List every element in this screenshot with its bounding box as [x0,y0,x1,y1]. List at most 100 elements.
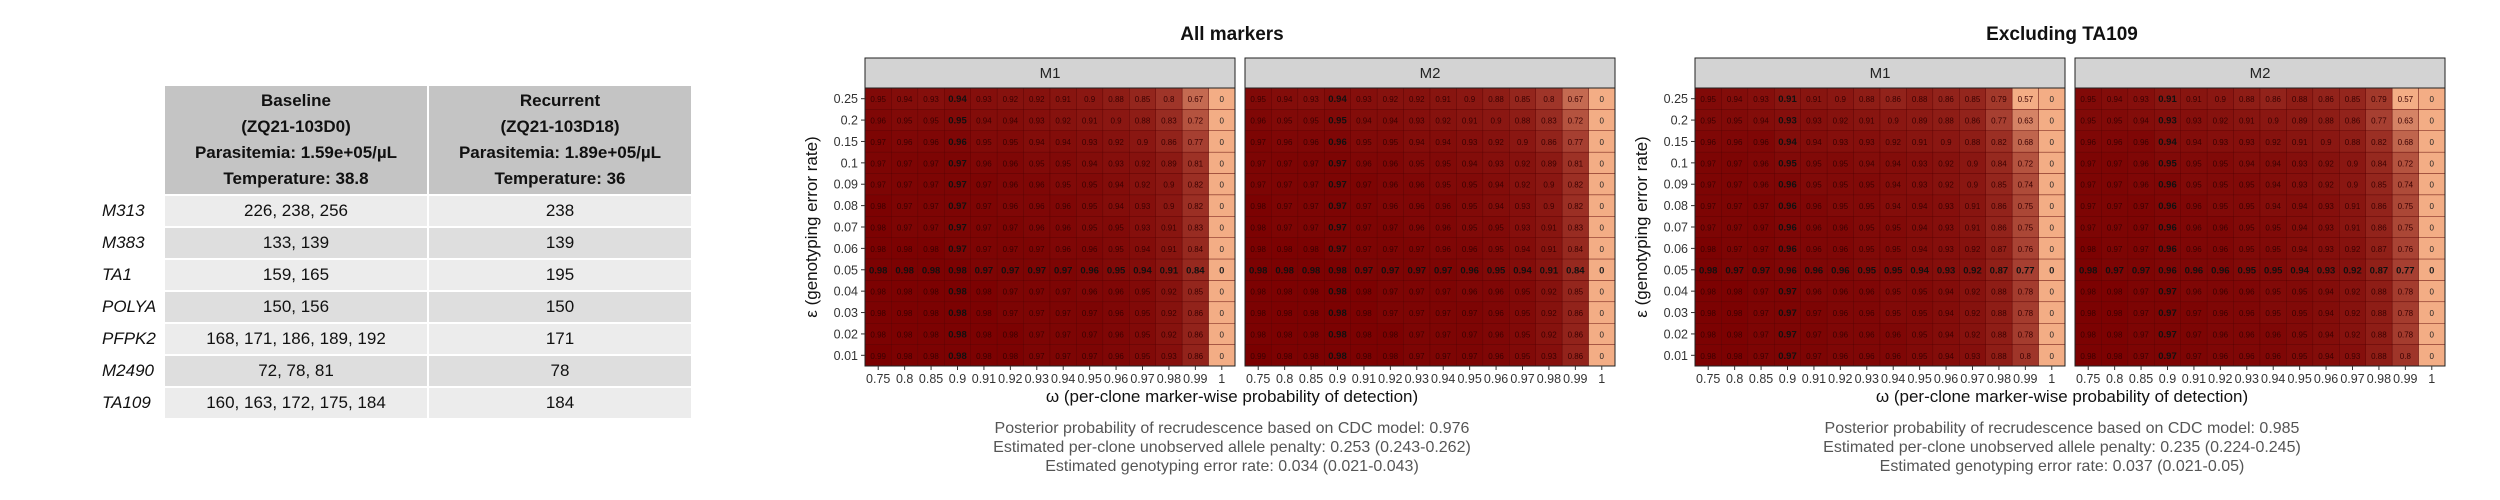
heatmap-cell [2154,151,2181,174]
heatmap-cell [1129,194,1156,217]
cell-value-label: 0.96 [1303,138,1319,147]
heatmap-cell [2011,87,2039,110]
cell-value-label: 0.97 [2080,159,2096,168]
cell-value-label: 0.99 [1250,352,1266,361]
heatmap-cell [1049,258,1077,281]
heatmap-cell [1694,87,1722,110]
baseline-alleles: 226, 238, 256 [165,196,427,226]
cell-value-label: 0 [2050,309,2055,318]
cell-value-label: 0.98 [2080,352,2096,361]
heatmap-cell [1853,87,1881,110]
heatmap-cell [1482,87,1510,110]
cell-value-label: 0.96 [1250,117,1266,126]
cell-value-label: 0.9 [1163,181,1175,190]
cell-value-label: 0.96 [1778,201,1797,212]
cell-value-label: 0.95 [1833,159,1849,168]
heatmap-cell [1456,87,1484,110]
heatmap-cell [2233,301,2261,324]
heatmap-cell [1076,194,1104,217]
heatmap-cell [1376,344,1404,367]
heatmap-cell [1747,301,1775,324]
cell-value-label: 0.95 [2292,309,2308,318]
y-tick-label: 0.08 [834,199,858,213]
cell-value-label: 0.96 [1082,245,1098,254]
cell-value-label: 0.88 [2371,309,2387,318]
cell-value-label: 0.95 [976,138,992,147]
cell-value-label: 0.97 [1355,265,1374,276]
cell-value-label: 0.85 [2345,95,2361,104]
y-tick-label: 0.01 [834,349,858,363]
heatmap-cell [1297,173,1325,196]
cell-value-label: 0.95 [1912,288,1928,297]
cell-value-label: 0.88 [1938,117,1954,126]
heatmap-cell [1181,130,1209,153]
cell-value-label: 0.96 [1833,330,1849,339]
heatmap-cell [1376,301,1404,324]
cell-value-label: 0.92 [1135,181,1151,190]
cell-value-label: 0.96 [2265,352,2281,361]
cell-value-label: 0.9 [2268,117,2280,126]
cell-value-label: 0.98 [923,245,939,254]
cell-value-label: 0.86 [2345,117,2361,126]
cell-value-label: 0.98 [976,352,992,361]
heatmap-cell [1102,344,1130,367]
cell-value-label: 0.98 [1303,330,1319,339]
cell-value-label: 0.95 [2213,181,2229,190]
cell-value-label: 0.93 [1488,159,1504,168]
cell-value-label: 0.67 [1568,95,1584,104]
cell-value-label: 0.97 [897,202,913,211]
cell-value-label: 0.97 [1727,159,1743,168]
x-tick-label: 0.75 [1246,372,1270,386]
heatmap-cell [1482,258,1510,281]
cell-value-label: 0.97 [976,224,992,233]
cell-value-label: 0.72 [1568,117,1584,126]
cell-value-label: 0.94 [1029,138,1045,147]
heatmap-cell [1208,173,1236,196]
heatmap-cell [1588,130,1616,153]
y-tick-label: 0.09 [834,178,858,192]
chart-caption: Estimated per-clone unobserved allele pe… [993,439,1471,456]
heatmap-cell [2365,130,2393,153]
cell-value-label: 0.78 [2398,309,2414,318]
heatmap-cell [1102,87,1130,110]
heatmap-cell [1129,237,1156,260]
x-tick-label: 0.8 [2106,372,2123,386]
heatmap-cell [891,173,919,196]
heatmap-cell [2259,323,2287,345]
cell-value-label: 0.86 [1188,330,1204,339]
marker-name: M2490 [102,361,154,380]
cell-value-label: 0.97 [1277,224,1293,233]
y-tick-label: 0.1 [1671,156,1688,170]
heatmap-cell [1324,237,1351,260]
cell-value-label: 0.96 [1833,352,1849,361]
header-line: (ZQ21-103D18) [500,117,620,136]
cell-value-label: 0.95 [1885,309,1901,318]
heatmap-cell [1049,301,1077,324]
cell-value-label: 0.9 [1111,117,1123,126]
heatmap-cell [944,130,971,153]
heatmap-cell [1774,216,1801,238]
heatmap-cell [1561,109,1589,131]
cell-value-label: 0.92 [1515,159,1531,168]
cell-value-label: 0.98 [1277,288,1293,297]
cell-value-label: 0.96 [1753,181,1769,190]
cell-value-label: 0 [1220,181,1225,190]
heatmap-cell [1376,87,1404,110]
x-tick-label: 0.91 [1352,372,1376,386]
cell-value-label: 0.95 [1135,330,1151,339]
heatmap-cell [1403,87,1431,110]
heatmap-cell [1959,258,1986,281]
cell-value-label: 0.93 [2318,245,2334,254]
cell-value-label: 0.95 [1700,117,1716,126]
cell-value-label: 0.95 [2265,309,2281,318]
heatmap-cell [1049,194,1077,217]
heatmap-cell [1694,280,1722,303]
heatmap-cell [1588,344,1616,367]
header-line: (ZQ21-103D0) [241,117,351,136]
heatmap-cell [2038,109,2066,131]
cell-value-label: 0.97 [1778,351,1797,362]
heatmap-cell [2101,323,2129,345]
cell-value-label: 0.97 [1383,288,1399,297]
cell-value-label: 0.98 [1250,224,1266,233]
heatmap-cell [2074,194,2102,217]
